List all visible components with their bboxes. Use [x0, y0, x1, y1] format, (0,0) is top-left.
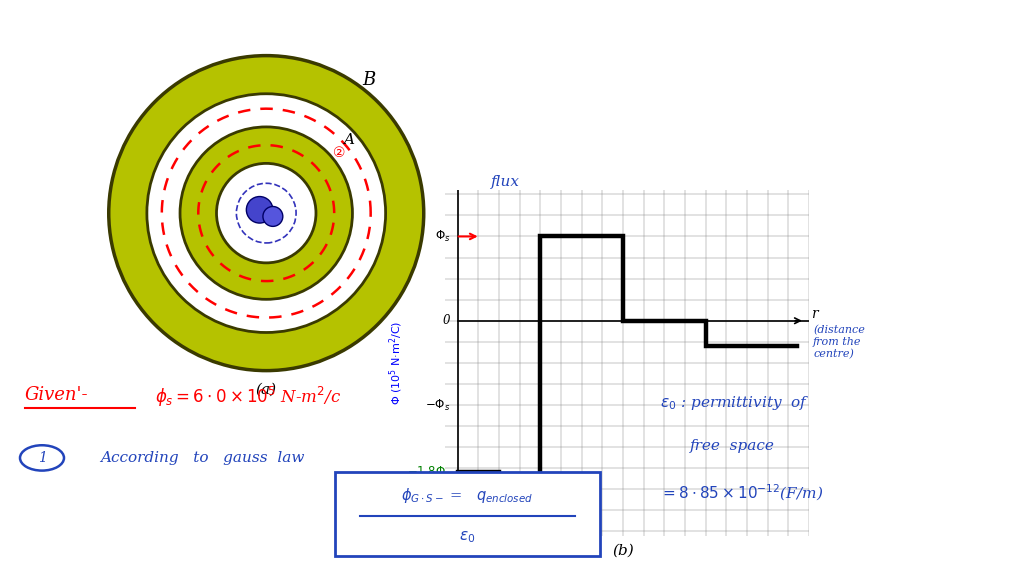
Text: $\varepsilon_0$ : permittivity  of: $\varepsilon_0$ : permittivity of	[660, 394, 810, 412]
Circle shape	[247, 196, 272, 223]
FancyBboxPatch shape	[335, 472, 600, 556]
Text: $-1.8\Phi_s$: $-1.8\Phi_s$	[407, 465, 451, 480]
Circle shape	[146, 94, 386, 332]
Circle shape	[180, 127, 352, 300]
Text: flux: flux	[490, 175, 520, 189]
Text: A: A	[344, 133, 354, 147]
Text: $= 8 \cdot 85 \times 10^{-12}$(F/m): $= 8 \cdot 85 \times 10^{-12}$(F/m)	[660, 482, 823, 503]
Text: Given'-: Given'-	[25, 385, 89, 404]
Text: $\Phi$ (10$^5$ N·m$^2$/C): $\Phi$ (10$^5$ N·m$^2$/C)	[387, 321, 404, 405]
Circle shape	[109, 56, 424, 370]
Text: $\varepsilon_0$: $\varepsilon_0$	[460, 529, 476, 545]
Text: (distance
from the
centre): (distance from the centre)	[813, 325, 865, 359]
Text: $-\Phi_s$: $-\Phi_s$	[425, 397, 451, 412]
Text: (b): (b)	[612, 544, 634, 558]
Text: $-2\Phi_s$: $-2\Phi_s$	[418, 482, 451, 497]
Text: $\phi_{G\cdot S-}$ =   $q_{enclosed}$: $\phi_{G\cdot S-}$ = $q_{enclosed}$	[401, 486, 534, 505]
Text: 0: 0	[443, 314, 451, 327]
Text: B: B	[362, 71, 376, 89]
Circle shape	[263, 206, 283, 226]
Circle shape	[237, 183, 296, 243]
Text: (a): (a)	[256, 382, 276, 396]
Text: 1: 1	[38, 451, 46, 465]
Text: According   to   gauss  law: According to gauss law	[100, 451, 304, 465]
Text: $\phi_s = 6 \cdot 0 \times 10^5$ N-m$^2$/c: $\phi_s = 6 \cdot 0 \times 10^5$ N-m$^2$…	[155, 385, 341, 410]
Text: r: r	[811, 307, 817, 321]
Text: ②: ②	[333, 146, 345, 161]
Circle shape	[216, 164, 316, 263]
Text: $\Phi_s$: $\Phi_s$	[435, 229, 451, 244]
Text: free  space: free space	[690, 439, 775, 453]
